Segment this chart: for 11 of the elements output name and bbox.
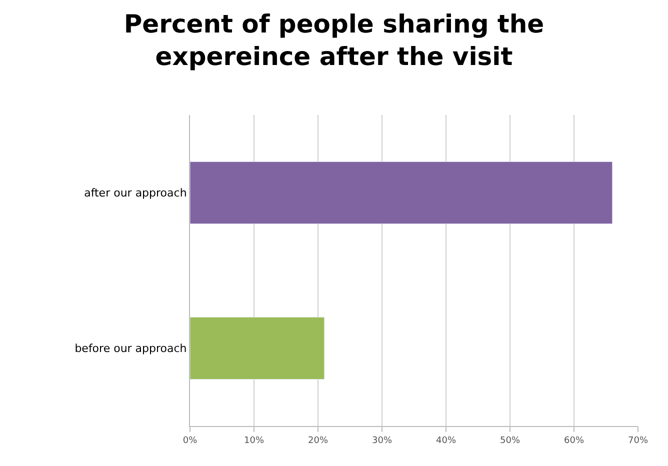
x-tick-label: 40% xyxy=(436,436,456,446)
x-tick-label: 50% xyxy=(500,436,520,446)
x-tick-label: 70% xyxy=(628,436,648,446)
x-tick-label: 10% xyxy=(244,436,264,446)
x-tick-label: 20% xyxy=(308,436,328,446)
x-tick-label: 30% xyxy=(372,436,392,446)
x-tick-label: 0% xyxy=(182,436,198,446)
chart-title: Percent of people sharing the expereince after the visit xyxy=(124,10,544,72)
y-tick-label: before our approach xyxy=(74,342,187,356)
x-tick-label: 60% xyxy=(564,436,584,446)
y-tick-label: after our approach xyxy=(84,186,187,200)
